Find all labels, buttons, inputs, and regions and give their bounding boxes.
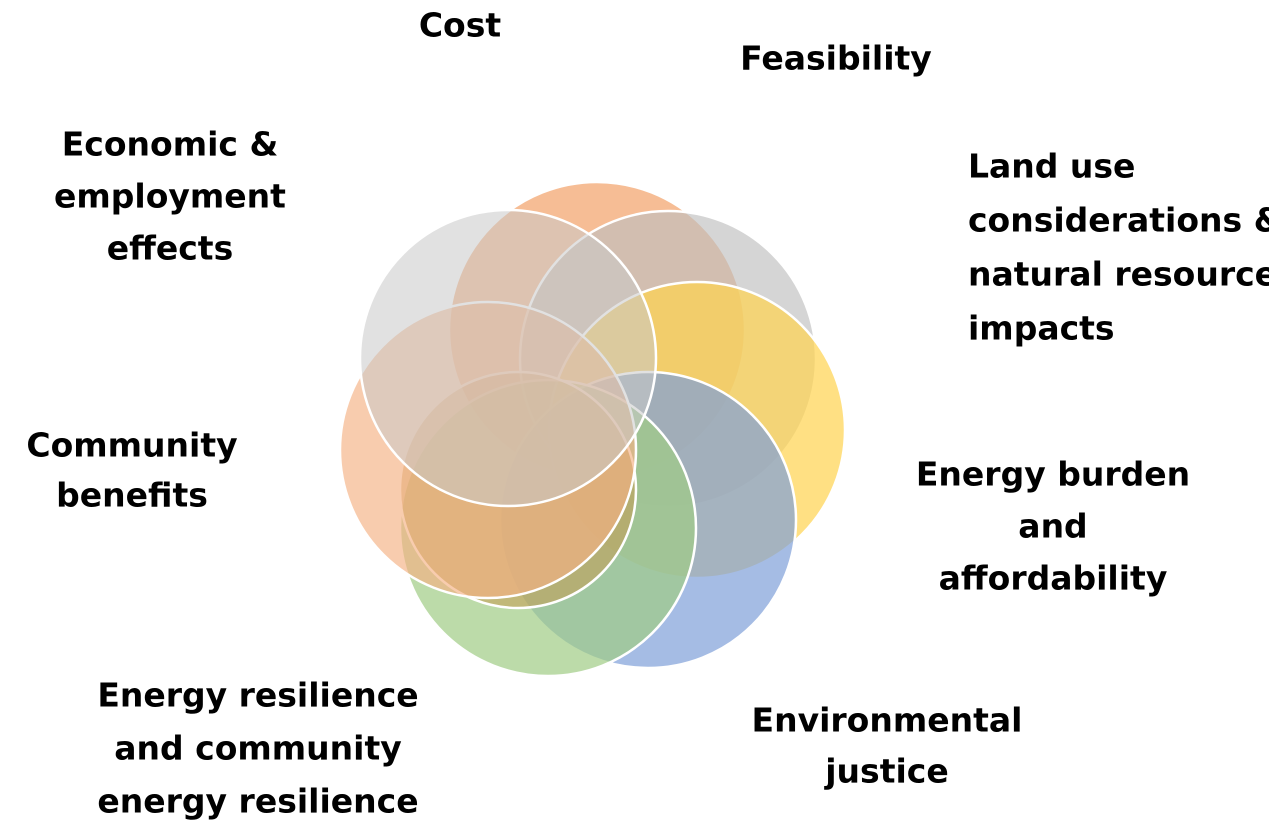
- label: Environmental: [752, 701, 1023, 740]
- label: energy resilience: [97, 782, 418, 821]
- label: and community: [114, 729, 401, 768]
- label: Community: [26, 426, 237, 465]
- label: Energy burden: [916, 455, 1190, 494]
- circles: [338, 180, 847, 678]
- label: Economic &: [62, 125, 278, 164]
- label: considerations &: [968, 201, 1269, 240]
- label: Cost: [419, 6, 502, 45]
- labels: Cost Feasibility Land use considerations & n…: [26, 6, 1269, 821]
- label: Feasibility: [740, 39, 932, 78]
- label: Energy resilience: [97, 676, 418, 715]
- label: employment: [54, 177, 286, 216]
- label: impacts: [968, 309, 1115, 348]
- circle: [358, 208, 658, 508]
- label: and: [1018, 507, 1087, 546]
- label: benefits: [56, 476, 208, 515]
- label: justice: [823, 752, 948, 791]
- label: natural resource: [968, 255, 1269, 294]
- label: effects: [107, 229, 233, 268]
- label: Land use: [968, 147, 1135, 186]
- label: affordability: [939, 559, 1168, 598]
